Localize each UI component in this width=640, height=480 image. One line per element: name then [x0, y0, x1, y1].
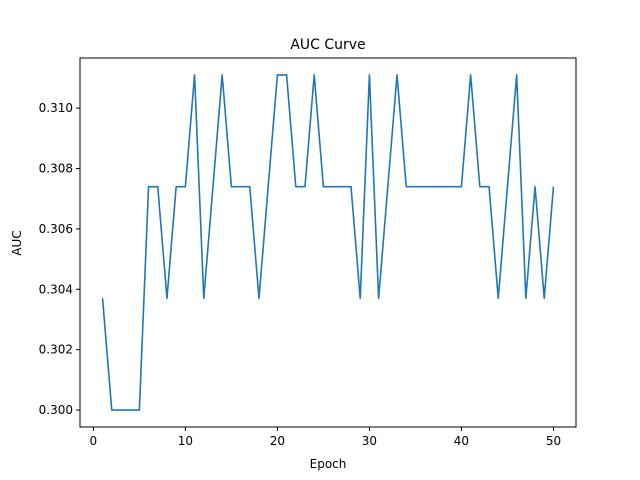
plot-frame [79, 57, 577, 428]
y-tick-label: 0.302 [39, 343, 73, 357]
x-tick-label: 50 [546, 434, 561, 448]
x-tick-label: 30 [362, 434, 377, 448]
y-tick-label: 0.300 [39, 403, 73, 417]
y-tick-label: 0.310 [39, 101, 73, 115]
y-axis-ticks: 0.300 0.302 0.304 0.306 0.308 0.310 [39, 101, 80, 417]
x-tick-label: 20 [270, 434, 285, 448]
y-axis-label: AUC [10, 230, 24, 255]
x-axis-ticks: 0 10 20 30 40 50 [90, 427, 561, 448]
chart-title: AUC Curve [290, 37, 365, 53]
x-tick-label: 10 [178, 434, 193, 448]
auc-series-line [101, 74, 555, 411]
y-tick-label: 0.304 [39, 282, 73, 296]
plot-area [101, 74, 555, 411]
x-tick-label: 40 [454, 434, 469, 448]
y-tick-label: 0.308 [39, 162, 73, 176]
x-tick-label: 0 [90, 434, 98, 448]
y-tick-label: 0.306 [39, 222, 73, 236]
x-axis-label: Epoch [310, 457, 347, 471]
